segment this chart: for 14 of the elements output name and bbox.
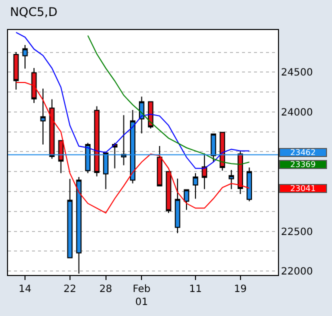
y-tick-label: 22000 <box>281 266 313 278</box>
text: 23369 <box>290 160 316 169</box>
x-tick-label: Feb 01 <box>132 284 151 308</box>
x-tick-label: 19 <box>234 284 247 295</box>
y-tick-label: 24000 <box>281 107 313 118</box>
y-tick-label: 22500 <box>281 226 313 238</box>
chart-title: NQC5,D <box>10 5 58 20</box>
x-tick-label: 11 <box>189 284 202 295</box>
x-tick-label: 28 <box>99 284 112 295</box>
text: 23041 <box>290 184 316 193</box>
x-tick-label: 14 <box>18 284 32 295</box>
ref-line-label: 23462 <box>290 148 316 157</box>
x-tick-label: 22 <box>64 284 76 295</box>
y-tick-label: 24500 <box>281 68 313 79</box>
